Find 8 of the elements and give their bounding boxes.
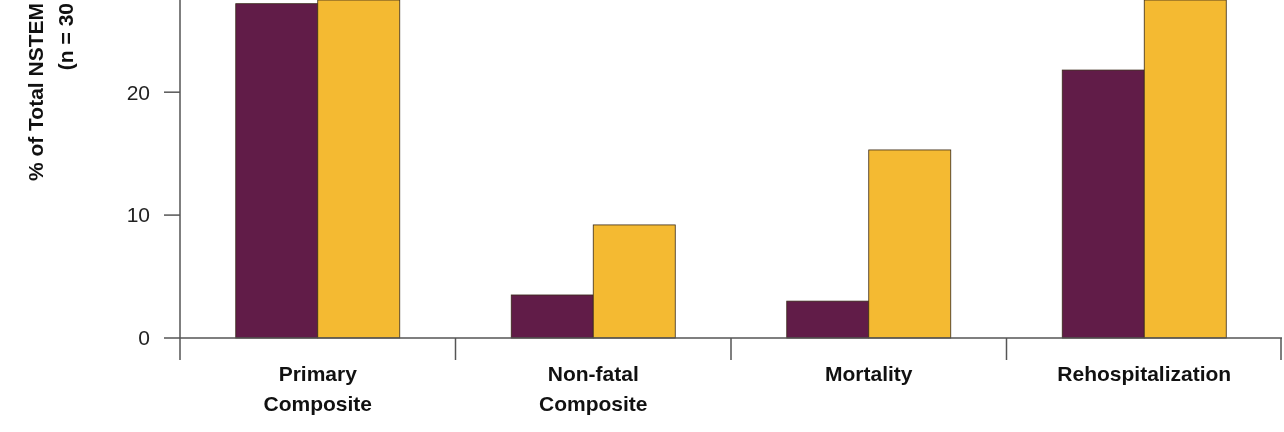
x-tick-label: Primary Composite [263, 362, 373, 415]
x-tick-label: Non-fatal Composite [538, 362, 648, 415]
x-tick-label: Rehospitalization [1057, 362, 1232, 385]
y-tick-label: 0 [138, 326, 150, 350]
x-tick-label: Mortality [824, 362, 913, 385]
y-tick-label: 10 [126, 203, 150, 227]
y-tick-label: 20 [126, 80, 150, 104]
y-axis-title: % of Total NSTEM (n = 30 [24, 3, 77, 182]
